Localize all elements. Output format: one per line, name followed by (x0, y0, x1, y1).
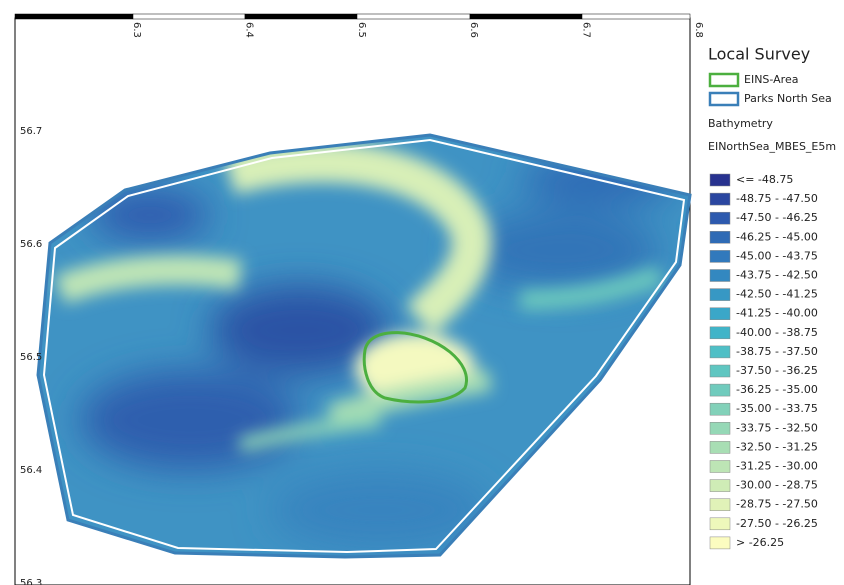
legend-swatch (710, 441, 730, 453)
legend-swatch (710, 193, 730, 205)
scale-segment (357, 14, 470, 19)
legend-swatch (710, 422, 730, 434)
legend-label: -28.75 - -27.50 (736, 498, 818, 511)
legend-label: -43.75 - -42.50 (736, 269, 818, 282)
legend-swatch (710, 308, 730, 320)
legend-label: -30.00 - -28.75 (736, 479, 818, 492)
legend-swatch (710, 537, 730, 549)
legend-swatch (710, 480, 730, 492)
legend-label: -32.50 - -31.25 (736, 440, 818, 453)
scale-segment (15, 14, 133, 19)
legend-label: -40.00 - -38.75 (736, 326, 818, 339)
legend-label: EINS-Area (744, 73, 798, 86)
longitude-label: 6.4 (243, 22, 254, 38)
legend-layer-name: EINorthSea_MBES_E5m (708, 140, 836, 153)
legend-swatch (710, 74, 738, 86)
legend-label: -42.50 - -41.25 (736, 288, 818, 301)
legend-label: > -26.25 (736, 536, 784, 549)
legend-swatch (710, 518, 730, 530)
legend-swatch (710, 499, 730, 511)
legend-swatch (710, 93, 738, 105)
longitude-label: 6.3 (131, 22, 142, 38)
legend-swatch (710, 403, 730, 415)
latitude-label: 56.4 (20, 465, 42, 476)
longitude-label: 6.6 (468, 22, 479, 38)
map-view: Local Survey Bathymetry EINorthSea_MBES_… (0, 0, 844, 585)
legend-label: -27.50 - -26.25 (736, 517, 818, 530)
legend: Local Survey Bathymetry EINorthSea_MBES_… (708, 45, 836, 549)
legend-swatch (710, 270, 730, 282)
scale-segment (470, 14, 582, 19)
latitude-label: 56.7 (20, 126, 42, 137)
legend-label: -37.50 - -36.25 (736, 364, 818, 377)
legend-heading: Bathymetry (708, 117, 773, 130)
legend-label: -46.25 - -45.00 (736, 230, 818, 243)
latitude-label: 56.5 (20, 352, 42, 363)
legend-title: Local Survey (708, 45, 810, 64)
scale-bar (15, 14, 690, 19)
legend-label: -33.75 - -32.50 (736, 421, 818, 434)
legend-label: Parks North Sea (744, 92, 832, 105)
legend-swatch (710, 365, 730, 377)
scale-segment (133, 14, 245, 19)
legend-swatch (710, 327, 730, 339)
longitude-label: 6.7 (581, 22, 592, 38)
latitude-label: 56.6 (20, 239, 42, 250)
legend-label: -31.25 - -30.00 (736, 460, 818, 473)
legend-swatch (710, 346, 730, 358)
latitude-label: 56.3 (20, 578, 42, 585)
legend-swatch (710, 231, 730, 243)
legend-label: -38.75 - -37.50 (736, 345, 818, 358)
legend-label: -45.00 - -43.75 (736, 249, 818, 262)
legend-swatch (710, 212, 730, 224)
legend-swatch (710, 461, 730, 473)
longitude-label: 6.5 (356, 22, 367, 38)
legend-label: -36.25 - -35.00 (736, 383, 818, 396)
legend-label: -48.75 - -47.50 (736, 192, 818, 205)
legend-swatch (710, 250, 730, 262)
longitude-label: 6.8 (693, 22, 704, 38)
legend-label: -41.25 - -40.00 (736, 307, 818, 320)
legend-label: -47.50 - -46.25 (736, 211, 818, 224)
legend-label: -35.00 - -33.75 (736, 402, 818, 415)
legend-swatch (710, 384, 730, 396)
legend-label: <= -48.75 (736, 173, 793, 186)
legend-swatch (710, 174, 730, 186)
scale-segment (245, 14, 357, 19)
scale-segment (582, 14, 690, 19)
legend-swatch (710, 289, 730, 301)
